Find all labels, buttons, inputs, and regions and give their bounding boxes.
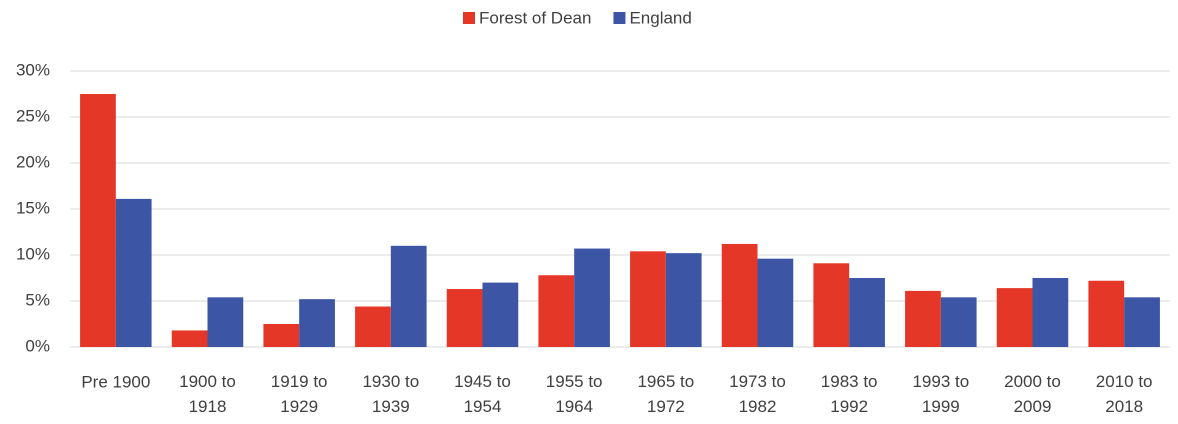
bar [813, 263, 850, 347]
bar [574, 248, 610, 347]
bar [355, 306, 391, 347]
y-tick-label: 30% [16, 60, 50, 79]
bar [1032, 278, 1069, 347]
bar [940, 297, 977, 347]
x-tick-line: 1900 to [179, 372, 236, 391]
x-tick-line: 1930 to [362, 372, 419, 391]
x-tick-line: 1982 [739, 397, 777, 416]
x-tick-line: 1919 to [271, 372, 328, 391]
x-tick-line: 2000 to [1004, 372, 1061, 391]
bar [849, 278, 885, 347]
bar [1124, 297, 1160, 347]
y-tick-label: 20% [16, 152, 50, 171]
bar [630, 251, 666, 347]
bar [80, 94, 116, 347]
bar [207, 297, 244, 347]
legend-label: England [629, 8, 691, 27]
x-tick-label: 1973 to 1982 [729, 372, 786, 416]
x-tick-label: 2000 to 2009 [1004, 372, 1061, 416]
y-tick-label: 25% [16, 106, 50, 125]
x-tick-label: 1983 to 1992 [821, 372, 878, 416]
bar [996, 288, 1033, 347]
x-tick-line: 1955 to [546, 372, 603, 391]
legend-swatch [463, 12, 475, 24]
x-tick-label: 1955 to 1964 [546, 372, 603, 416]
x-tick-line: 1918 [189, 397, 227, 416]
x-tick-label: 1993 to 1999 [912, 372, 969, 416]
x-tick-line: 1972 [647, 397, 685, 416]
x-tick-line: 1954 [464, 397, 502, 416]
x-tick-line: 1983 to [821, 372, 878, 391]
legend-label: Forest of Dean [479, 8, 591, 27]
bar [171, 330, 208, 347]
x-tick-line: 2018 [1105, 397, 1143, 416]
bar [263, 324, 300, 347]
x-tick-label: 2010 to 2018 [1096, 372, 1153, 416]
x-tick-line: 1929 [280, 397, 318, 416]
bar [721, 243, 758, 347]
x-tick-line: 1939 [372, 397, 410, 416]
bar [299, 299, 335, 347]
x-tick-line: 1965 to [637, 372, 694, 391]
bar [115, 198, 152, 347]
bar [446, 289, 483, 347]
bar [665, 253, 702, 347]
x-tick-label: Pre 1900 [81, 372, 150, 391]
x-tick-label: 1965 to 1972 [637, 372, 694, 416]
x-tick-line: 2009 [1014, 397, 1052, 416]
bar [757, 258, 794, 347]
bar [482, 282, 519, 347]
x-tick-line: 2010 to [1096, 372, 1153, 391]
x-tick-label: 1919 to 1929 [271, 372, 328, 416]
x-tick-label: 1900 to 1918 [179, 372, 236, 416]
x-tick-line: 1973 to [729, 372, 786, 391]
legend-swatch [613, 12, 626, 24]
x-tick-line: 1992 [830, 397, 868, 416]
y-tick-label: 10% [16, 244, 50, 263]
y-tick-label: 0% [25, 336, 50, 355]
bar [905, 290, 941, 347]
bar [1088, 280, 1125, 347]
x-tick-label: 1945 to 1954 [454, 372, 511, 416]
x-tick-line: 1964 [555, 397, 593, 416]
y-tick-label: 15% [16, 198, 50, 217]
bar [538, 275, 575, 347]
y-tick-label: 5% [25, 290, 50, 309]
x-tick-line: 1945 to [454, 372, 511, 391]
x-tick-label: 1930 to 1939 [362, 372, 419, 416]
bar [390, 245, 427, 347]
x-tick-line: 1999 [922, 397, 960, 416]
x-tick-line: 1993 to [912, 372, 969, 391]
